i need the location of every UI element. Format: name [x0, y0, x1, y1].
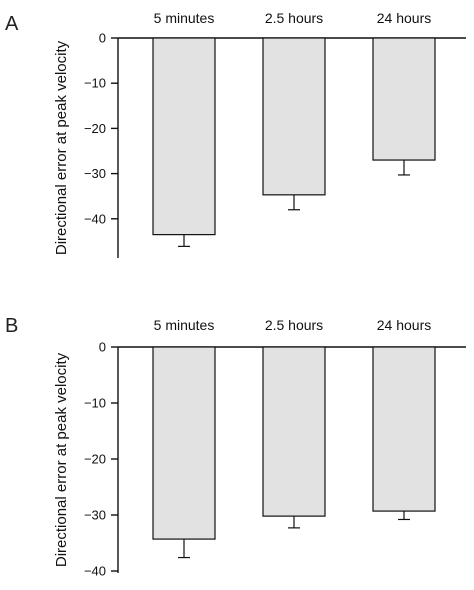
- panel-b-letter: B: [5, 315, 18, 337]
- panel-a-y-tick-label: −40: [84, 211, 106, 226]
- panel-b-y-tick-label: 0: [99, 340, 106, 355]
- panel-a-y-axis-label: Directional error at peak velocity: [53, 40, 70, 255]
- panel-b-y-ticks: 0 −10 −20 −30 −40: [84, 340, 118, 579]
- panel-b-y-tick-label: −40: [84, 564, 106, 579]
- panel-b-category-label: 24 hours: [377, 317, 431, 333]
- panel-a-letter: A: [5, 13, 19, 35]
- panel-b-category-label: 2.5 hours: [265, 317, 323, 333]
- panel-a-y-tick-label: −20: [84, 121, 106, 136]
- panel-a-bar: [152, 37, 216, 236]
- panel-a-bar: [262, 37, 326, 196]
- panel-b-y-tick-label: −10: [84, 396, 106, 411]
- panel-b-y-axis-label: Directional error at peak velocity: [53, 352, 70, 567]
- panel-a-y-tick-label: −30: [84, 166, 106, 181]
- panel-b: B Directional error at peak velocity 0 −1…: [5, 315, 466, 579]
- panel-a-category-label: 5 minutes: [154, 10, 215, 26]
- panel-b-y-tick-label: −20: [84, 452, 106, 467]
- panel-a-category-labels: 5 minutes 2.5 hours 24 hours: [154, 10, 432, 26]
- panel-a-y-tick-label: −10: [84, 76, 106, 91]
- panel-a-category-label: 2.5 hours: [265, 10, 323, 26]
- panel-a-y-ticks: 0 −10 −20 −30 −40: [84, 31, 118, 226]
- panel-a: A Directional error at peak velocity 0 −1…: [5, 10, 466, 258]
- panel-a-y-tick-label: 0: [99, 31, 106, 46]
- panel-b-y-tick-label: −30: [84, 508, 106, 523]
- panel-a-bar: [372, 37, 436, 161]
- panel-b-bars: [152, 346, 436, 540]
- panel-b-error-bars: [178, 511, 410, 559]
- panel-b-bar: [262, 346, 326, 517]
- panel-b-bar: [152, 346, 216, 540]
- panel-b-bar: [372, 346, 436, 512]
- panel-a-category-label: 24 hours: [377, 10, 431, 26]
- panel-a-error-bars: [178, 160, 410, 247]
- panel-b-category-labels: 5 minutes 2.5 hours 24 hours: [154, 317, 432, 333]
- panel-b-category-label: 5 minutes: [154, 317, 215, 333]
